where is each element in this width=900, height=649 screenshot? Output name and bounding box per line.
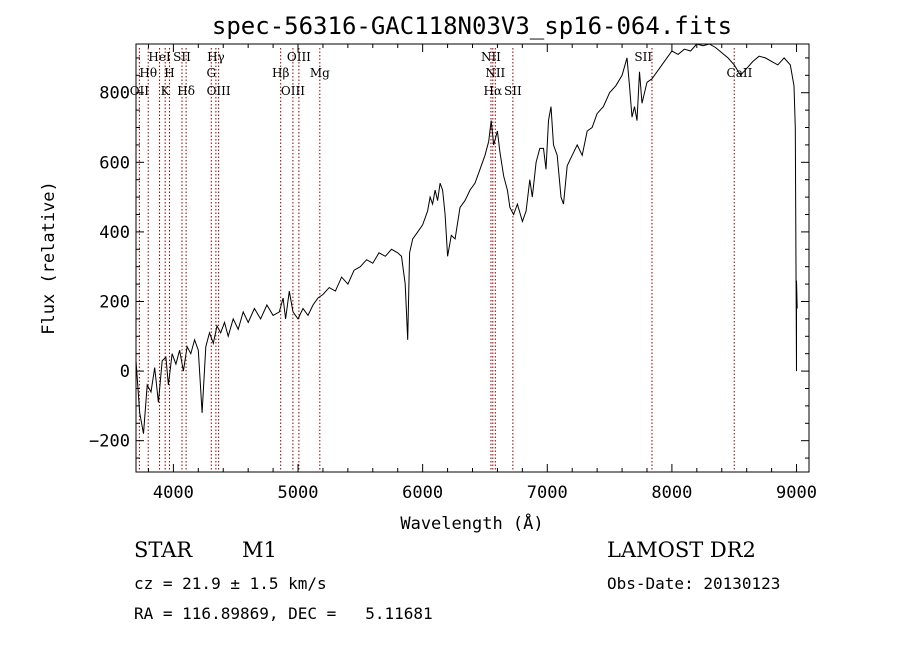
x-tick-label: 4000 [153,483,194,503]
x-tick-label: 5000 [278,483,319,503]
y-tick-label: 400 [99,223,130,243]
y-axis: −200 0 200 400 600 800 [89,57,809,459]
x-tick-label: 6000 [402,483,443,503]
spectral-line-label: Hα [484,84,503,98]
y-tick-label: −200 [89,432,130,452]
y-tick-label: 0 [120,362,130,382]
spectral-line-label: NII [485,66,505,80]
spectral-line-label: G [206,66,216,80]
spectral-line-label: SII [504,84,522,98]
spectral-line-label: Hθ [139,66,157,80]
x-axis-label: Wavelength (Å) [400,512,543,534]
spectral-line-label: HeI [148,50,171,64]
y-tick-label: 600 [99,153,130,173]
y-tick-label: 800 [99,84,130,104]
spectral-line-label: K [161,84,171,98]
x-tick-label: 9000 [776,483,817,503]
spectral-line-label: SII [634,50,652,64]
spectral-line-label: OIII [281,84,305,98]
y-tick-label: 200 [99,292,130,312]
survey-name: LAMOST DR2 [607,538,756,562]
chart-title: spec-56316-GAC118N03V3_sp16-064.fits [212,12,732,40]
object-class: STAR [134,538,193,562]
redshift-line: cz = 21.9 ± 1.5 km/s [134,574,327,593]
line-markers [138,48,735,472]
x-tick-label: 8000 [651,483,692,503]
spectral-line-label: SII [173,50,191,64]
object-subclass: M1 [242,538,277,562]
spectral-line-label: H [164,66,174,80]
spectral-line-label: Mg [310,66,330,80]
spectral-line-label: OII [130,84,150,98]
spectral-line-label: Hδ [177,84,195,98]
y-axis-label: Flux (relative) [39,181,59,335]
spectral-line-label: OIII [207,84,231,98]
coordinates-line: RA = 116.89869, DEC = 5.11681 [134,604,433,623]
x-tick-label: 7000 [527,483,568,503]
observation-date: Obs-Date: 20130123 [607,574,781,593]
spectral-line-label: Hβ [272,66,289,80]
spectral-line-label: NII [481,50,501,64]
plot-frame [135,43,810,473]
x-axis: 4000 5000 6000 7000 8000 9000 [147,44,817,503]
spectrum-line [135,43,798,434]
spectral-line-label: OIII [287,50,311,64]
spectral-line-label: Hγ [207,50,225,64]
